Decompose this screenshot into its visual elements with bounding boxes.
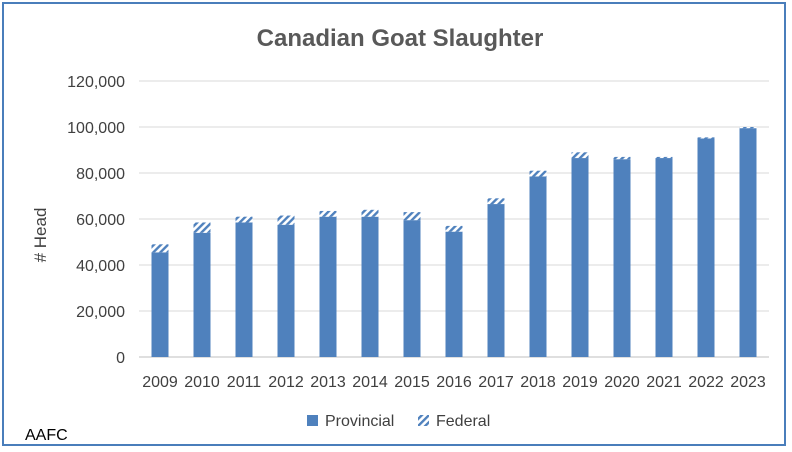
bar-federal-2011: [235, 216, 253, 223]
bar-federal-2010: [193, 222, 211, 233]
x-tick-label: 2015: [394, 374, 430, 391]
y-tick-label: 120,000: [67, 74, 125, 91]
bar-federal-2021: [655, 156, 673, 159]
bar-provincial-2016: [445, 231, 463, 357]
x-tick-label: 2022: [688, 374, 724, 391]
y-tick-label: 80,000: [76, 166, 125, 183]
chart-svg: Canadian Goat Slaughter # Head 0 20,000 40…: [25, 25, 769, 444]
y-tick-label: 0: [116, 350, 125, 367]
x-tick-label: 2014: [352, 374, 388, 391]
bar-federal-2023: [739, 127, 757, 129]
chart-title: Canadian Goat Slaughter: [257, 25, 544, 52]
x-tick-label: 2010: [184, 374, 220, 391]
bar-federal-2019: [571, 152, 589, 159]
bar-provincial-2010: [193, 232, 211, 357]
bar-provincial-2013: [319, 216, 337, 357]
bar-federal-2020: [613, 156, 631, 160]
legend-label-provincial: Provincial: [325, 413, 394, 430]
y-tick-label: 20,000: [76, 304, 125, 321]
bar-provincial-2014: [361, 216, 379, 357]
bar-provincial-2009: [151, 252, 169, 357]
x-tick-label: 2023: [730, 374, 766, 391]
y-tick-label: 60,000: [76, 212, 125, 229]
x-tick-label: 2012: [268, 374, 304, 391]
bar-provincial-2011: [235, 222, 253, 357]
legend: Provincial Federal: [307, 413, 490, 430]
x-tick-label: 2021: [646, 374, 682, 391]
x-tick-label: 2020: [604, 374, 640, 391]
bar-federal-2017: [487, 198, 505, 205]
x-tick-label: 2011: [227, 374, 262, 391]
legend-swatch-federal: [418, 415, 429, 426]
x-tick-label: 2018: [520, 374, 556, 391]
x-tick-label: 2016: [436, 374, 472, 391]
y-tick-label: 40,000: [76, 258, 125, 275]
bar-federal-2014: [361, 209, 379, 217]
x-tick-labels: 2009 2010 2011 2012 2013 2014 2015 2016 2017 2018…: [142, 374, 766, 391]
legend-swatch-provincial: [307, 415, 318, 426]
bars: [151, 127, 757, 357]
bar-provincial-2012: [277, 224, 295, 357]
bar-provincial-2017: [487, 204, 505, 357]
y-axis-label: # Head: [31, 208, 50, 263]
legend-label-federal: Federal: [436, 413, 490, 430]
bar-federal-2016: [445, 225, 463, 232]
bar-federal-2013: [319, 210, 337, 217]
y-tick-label: 100,000: [67, 120, 125, 137]
bar-provincial-2018: [529, 176, 547, 357]
x-tick-label: 2013: [310, 374, 346, 391]
x-tick-label: 2017: [478, 374, 514, 391]
bar-provincial-2019: [571, 158, 589, 357]
bar-federal-2009: [151, 244, 169, 253]
bar-federal-2015: [403, 212, 421, 221]
bar-provincial-2023: [739, 128, 757, 357]
chart-frame: Canadian Goat Slaughter # Head 0 20,000 40…: [2, 2, 786, 446]
bar-federal-2022: [697, 137, 715, 139]
bar-provincial-2021: [655, 158, 673, 357]
bar-provincial-2015: [403, 220, 421, 357]
source-note: AAFC: [25, 427, 68, 444]
bar-provincial-2020: [613, 159, 631, 357]
x-tick-label: 2009: [142, 374, 178, 391]
y-tick-labels: 0 20,000 40,000 60,000 80,000 100,000 120,000: [67, 74, 125, 367]
bar-provincial-2022: [697, 138, 715, 357]
bar-federal-2018: [529, 170, 547, 177]
bar-federal-2012: [277, 215, 295, 225]
x-tick-label: 2019: [562, 374, 598, 391]
